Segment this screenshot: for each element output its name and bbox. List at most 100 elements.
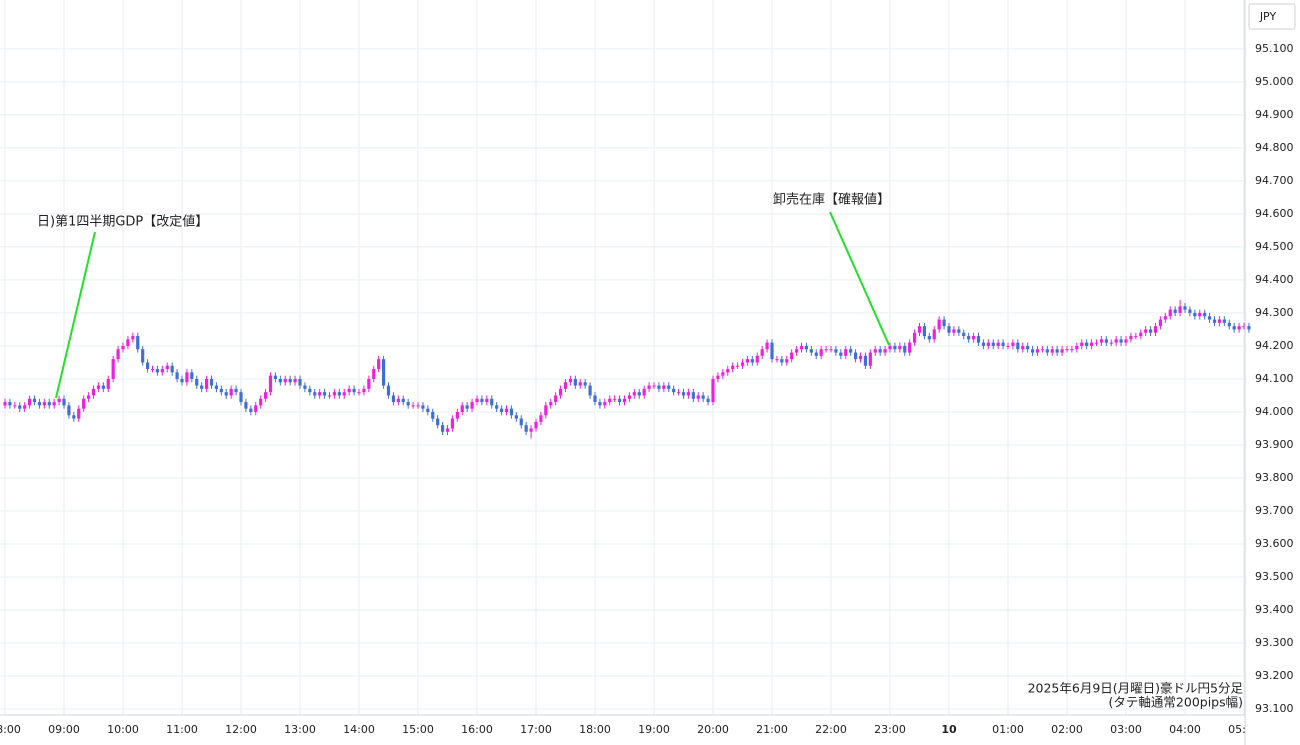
x-tick-label: 22:00 [815, 723, 847, 736]
candle-body [731, 365, 735, 370]
y-tick-label: 94.500 [1255, 240, 1294, 253]
candle-body [608, 398, 612, 403]
candle-body [971, 336, 976, 340]
y-tick-label: 94.400 [1255, 273, 1294, 286]
candle-body [249, 408, 253, 412]
candle-body [268, 375, 273, 393]
candle-body [1070, 349, 1074, 351]
candle-body [160, 369, 164, 373]
candle-body [175, 372, 179, 379]
y-tick-label: 94.900 [1255, 108, 1294, 121]
candle-body [1001, 342, 1005, 346]
candle-body [322, 392, 327, 396]
candle-body [1089, 342, 1094, 346]
candle-body [721, 372, 725, 376]
candle-body [755, 355, 759, 363]
candle-body [893, 345, 897, 350]
candle-body [701, 395, 705, 399]
candle-body [790, 352, 794, 360]
candle-body [1247, 326, 1251, 330]
candle-body [912, 332, 917, 343]
candle-body [445, 428, 450, 432]
candle-body [337, 392, 341, 396]
candle-body [922, 326, 927, 337]
candle-body [1144, 329, 1148, 333]
candle-body [917, 326, 922, 333]
x-tick-label: 15:00 [402, 723, 434, 736]
y-tick-label: 95.000 [1255, 75, 1294, 88]
x-tick-label: 04:00 [1169, 723, 1201, 736]
x-tick-label: 19:00 [638, 723, 670, 736]
candle-body [711, 378, 715, 403]
candle-body [1158, 319, 1163, 327]
candle-body [141, 349, 145, 363]
candle-body [583, 382, 587, 386]
candle-body [1212, 319, 1217, 323]
candle-body [888, 345, 892, 350]
candle-body [839, 352, 843, 356]
candle-body [219, 388, 223, 393]
candle-body [47, 402, 51, 406]
candle-body [23, 405, 27, 409]
candle-body [362, 388, 366, 393]
candle-body [1035, 349, 1040, 353]
candle-body [647, 385, 651, 389]
candle-body [1065, 349, 1069, 351]
candle-body [72, 415, 76, 419]
candle-body [347, 388, 351, 393]
candle-body [558, 388, 563, 396]
candle-body [1237, 326, 1241, 330]
candle-body [932, 329, 936, 340]
candle-body [1075, 345, 1079, 350]
candle-body [8, 402, 12, 406]
candle-body [1129, 336, 1133, 340]
candle-body [273, 375, 278, 379]
candle-body [775, 359, 779, 361]
candle-body [819, 349, 823, 356]
candle-body [834, 349, 838, 353]
candle-body [495, 405, 499, 409]
candle-body [381, 359, 386, 386]
candle-body [224, 392, 228, 396]
candle-body [991, 342, 995, 346]
candle-body [622, 398, 627, 403]
candle-body [1040, 349, 1045, 351]
candle-body [1227, 322, 1231, 327]
candle-body [686, 392, 691, 396]
candle-body [1124, 339, 1128, 343]
candle-body [519, 418, 523, 426]
candle-body [465, 405, 469, 409]
candle-body [145, 362, 150, 370]
candle-body [111, 359, 115, 379]
candle-body [549, 402, 553, 406]
candle-body [534, 421, 538, 429]
y-tick-label: 93.600 [1255, 537, 1294, 550]
candle-body [372, 369, 376, 379]
candle-body [667, 385, 671, 389]
time-axis: 08:00 09:00 10:00 11:00 12:00 13:00 14:00 15:00… [0, 723, 1245, 736]
candle-body [244, 402, 248, 409]
candle-body [288, 378, 292, 383]
candle-body [396, 398, 400, 403]
footnote: 2025年6月9日(月曜日)豪ドル円5分足 [1028, 681, 1244, 696]
candle-body [308, 388, 312, 393]
candle-body [1060, 349, 1064, 353]
candle-body [957, 329, 961, 333]
x-tick-label: 09:00 [48, 723, 80, 736]
candle-body [27, 398, 32, 406]
candle-body [947, 326, 951, 333]
x-tick-label: 11:00 [166, 723, 198, 736]
candle-body [1198, 312, 1202, 317]
candle-body [357, 392, 361, 394]
candle-body [514, 415, 518, 419]
candle-body [327, 395, 332, 397]
candle-body [927, 336, 931, 340]
candle-body [1203, 312, 1207, 317]
candle-body [77, 408, 81, 419]
candle-body [263, 392, 268, 399]
candle-body [436, 418, 440, 426]
x-tick-label: 18:00 [579, 723, 611, 736]
candle-body [283, 378, 287, 383]
candle-body [637, 392, 641, 396]
